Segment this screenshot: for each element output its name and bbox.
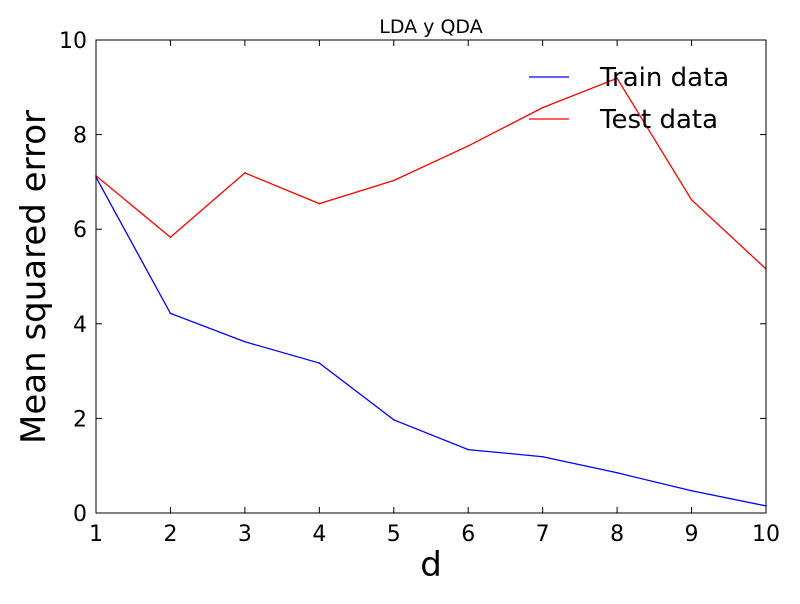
y-axis-label: Mean squared error [14, 110, 54, 444]
data-point-train-data-5 [392, 419, 395, 421]
data-point-test-data-5 [392, 179, 395, 182]
x-tick-label: 6 [461, 522, 475, 547]
x-axis-label: d [420, 545, 442, 585]
data-point-train-data-4 [318, 362, 321, 364]
x-tick-label: 10 [752, 522, 780, 547]
y-tick-label: 8 [73, 124, 87, 149]
data-point-train-data-7 [541, 455, 544, 458]
x-tick-label: 5 [387, 522, 401, 547]
data-point-test-data-6 [467, 145, 470, 147]
y-tick-label: 2 [73, 407, 87, 432]
x-tick-label: 3 [238, 522, 252, 547]
series-line-test-data [95, 77, 767, 270]
data-point-train-data-3 [244, 340, 246, 343]
legend-label-test-data: Test data [599, 105, 718, 135]
axis-ticks: 1 2 3 4 5 6 7 8 9 10 0 2 4 6 8 10 [59, 29, 780, 547]
plot-area [95, 77, 767, 507]
data-point-train-data-9 [690, 489, 693, 492]
data-point-test-data-2 [169, 236, 172, 239]
x-tick-label: 9 [685, 522, 699, 547]
data-point-test-data-4 [318, 202, 321, 205]
data-point-train-data-8 [616, 472, 618, 474]
y-tick-label: 10 [59, 29, 87, 54]
data-point-test-data-9 [690, 199, 693, 201]
data-point-test-data-7 [541, 106, 544, 109]
legend-label-train-data: Train data [599, 63, 729, 93]
x-tick-label: 2 [163, 522, 177, 547]
x-tick-label: 1 [89, 522, 103, 547]
data-point-test-data-8 [616, 77, 618, 80]
y-tick-label: 4 [73, 313, 87, 338]
x-tick-label: 8 [610, 522, 624, 547]
x-tick-label: 4 [312, 522, 326, 547]
x-tick-label: 7 [536, 522, 550, 547]
y-tick-label: 0 [73, 502, 87, 527]
data-point-train-data-6 [467, 448, 470, 451]
chart-title: LDA y QDA [379, 16, 482, 38]
data-point-train-data-2 [169, 312, 172, 315]
data-point-test-data-3 [244, 172, 246, 174]
y-tick-label: 6 [73, 218, 87, 243]
axes-frame [95, 39, 767, 514]
legend: Train data Test data [529, 63, 729, 135]
series-line-train-data [95, 176, 767, 507]
